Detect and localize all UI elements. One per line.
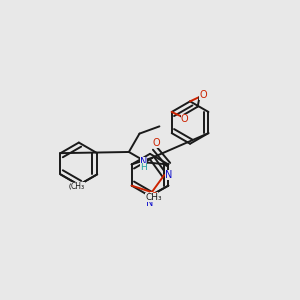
Text: O: O (199, 90, 207, 100)
Text: N: N (140, 157, 147, 167)
Text: CH₃: CH₃ (69, 183, 83, 192)
Text: O: O (181, 114, 188, 124)
Text: N: N (146, 198, 154, 208)
Text: O: O (152, 138, 160, 148)
Text: H: H (140, 163, 147, 172)
Text: CH₃: CH₃ (71, 182, 85, 191)
Text: N: N (165, 170, 172, 180)
Text: O: O (150, 193, 158, 202)
Text: CH₃: CH₃ (145, 193, 162, 202)
